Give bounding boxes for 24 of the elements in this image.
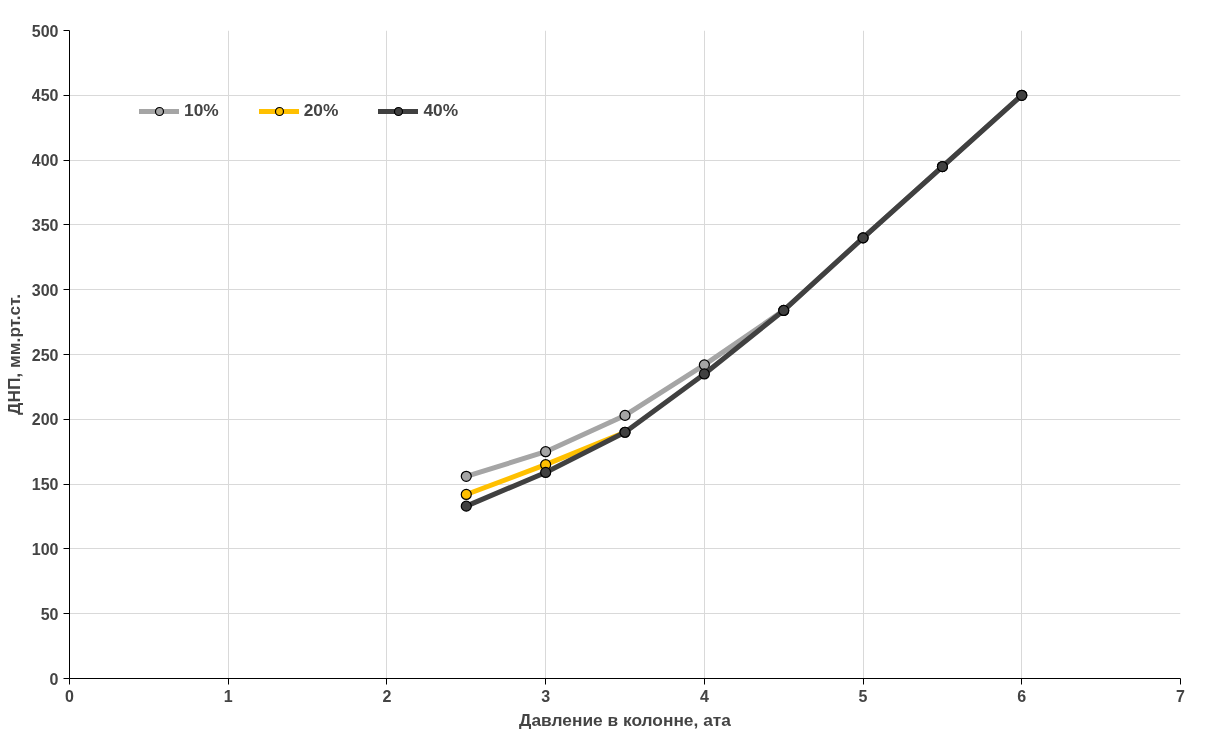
x-tick-label: 0 xyxy=(65,687,75,705)
legend-label: 40% xyxy=(423,100,459,121)
x-tick-label: 4 xyxy=(699,687,709,705)
x-tick-label: 7 xyxy=(1176,687,1186,705)
y-tick-label: 500 xyxy=(31,22,59,40)
y-tick-label: 0 xyxy=(49,670,59,688)
x-tick-label: 6 xyxy=(1017,687,1027,705)
legend-label: 20% xyxy=(303,100,339,121)
y-axis-title: ДНП, мм.рт.ст. xyxy=(3,294,24,415)
x-axis-title: Давление в колонне, ата xyxy=(519,709,732,730)
legend-label: 10% xyxy=(184,100,219,121)
y-tick-label: 300 xyxy=(31,281,59,299)
y-tick-label: 450 xyxy=(31,87,59,105)
x-tick-label: 3 xyxy=(541,687,551,705)
y-tick-label: 50 xyxy=(40,605,59,623)
y-tick-label: 350 xyxy=(31,216,59,234)
y-tick-label: 400 xyxy=(31,152,59,170)
x-tick-label: 5 xyxy=(858,687,868,705)
y-tick-label: 100 xyxy=(31,540,59,558)
y-tick-label: 200 xyxy=(31,411,59,429)
x-tick-label: 2 xyxy=(382,687,392,705)
y-tick-label: 150 xyxy=(31,476,59,494)
y-tick-label: 250 xyxy=(31,346,59,364)
x-tick-label: 1 xyxy=(223,687,233,705)
